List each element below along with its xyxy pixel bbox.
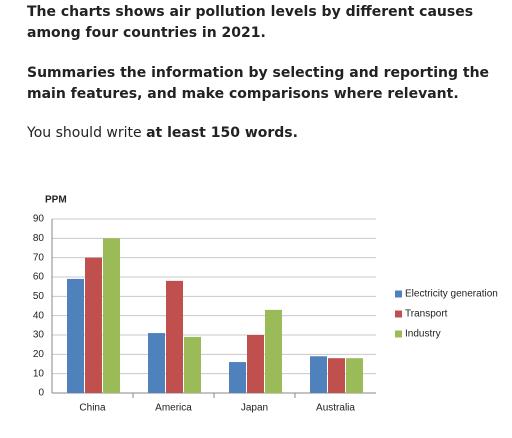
bar [310, 356, 327, 393]
legend-swatch [395, 290, 402, 298]
y-tick-label: 50 [33, 291, 45, 302]
legend-label: Industry [405, 329, 441, 340]
bar [148, 333, 165, 393]
bar [184, 336, 201, 393]
legend-label: Electricity generation [405, 289, 498, 300]
prompt-text: You should write at least 150 words. [27, 123, 499, 144]
bar [229, 362, 246, 393]
bar [85, 257, 102, 393]
bar [67, 278, 84, 393]
bar [328, 358, 345, 393]
y-tick-label: 20 [33, 349, 45, 360]
y-axis-label: PPM [45, 195, 67, 206]
legend-label: Transport [405, 309, 448, 320]
y-tick-label: 40 [33, 310, 45, 321]
x-tick-label: Australia [316, 403, 355, 414]
prompt-text: The charts shows air pollution levels by… [27, 4, 474, 41]
y-tick-label: 90 [33, 214, 45, 225]
bar [346, 358, 363, 393]
x-tick-label: Japan [241, 403, 268, 414]
y-tick-label: 30 [33, 330, 45, 341]
prompt-text: Summaries the information by selecting a… [27, 65, 490, 102]
x-tick-label: China [79, 403, 106, 414]
y-tick-label: 70 [33, 252, 45, 263]
legend-swatch [395, 330, 402, 338]
bar [265, 309, 282, 393]
y-tick-label: 80 [33, 233, 45, 244]
bar [166, 280, 183, 393]
y-tick-label: 60 [33, 272, 45, 283]
bar [103, 238, 120, 393]
y-tick-label: 0 [38, 388, 44, 399]
x-tick-label: America [155, 403, 192, 414]
y-tick-label: 10 [33, 368, 45, 379]
bar [247, 335, 264, 393]
legend-swatch [395, 310, 402, 318]
prompt-emphasis: at least 150 words. [146, 125, 298, 141]
prompt-text: You should write [27, 125, 142, 141]
